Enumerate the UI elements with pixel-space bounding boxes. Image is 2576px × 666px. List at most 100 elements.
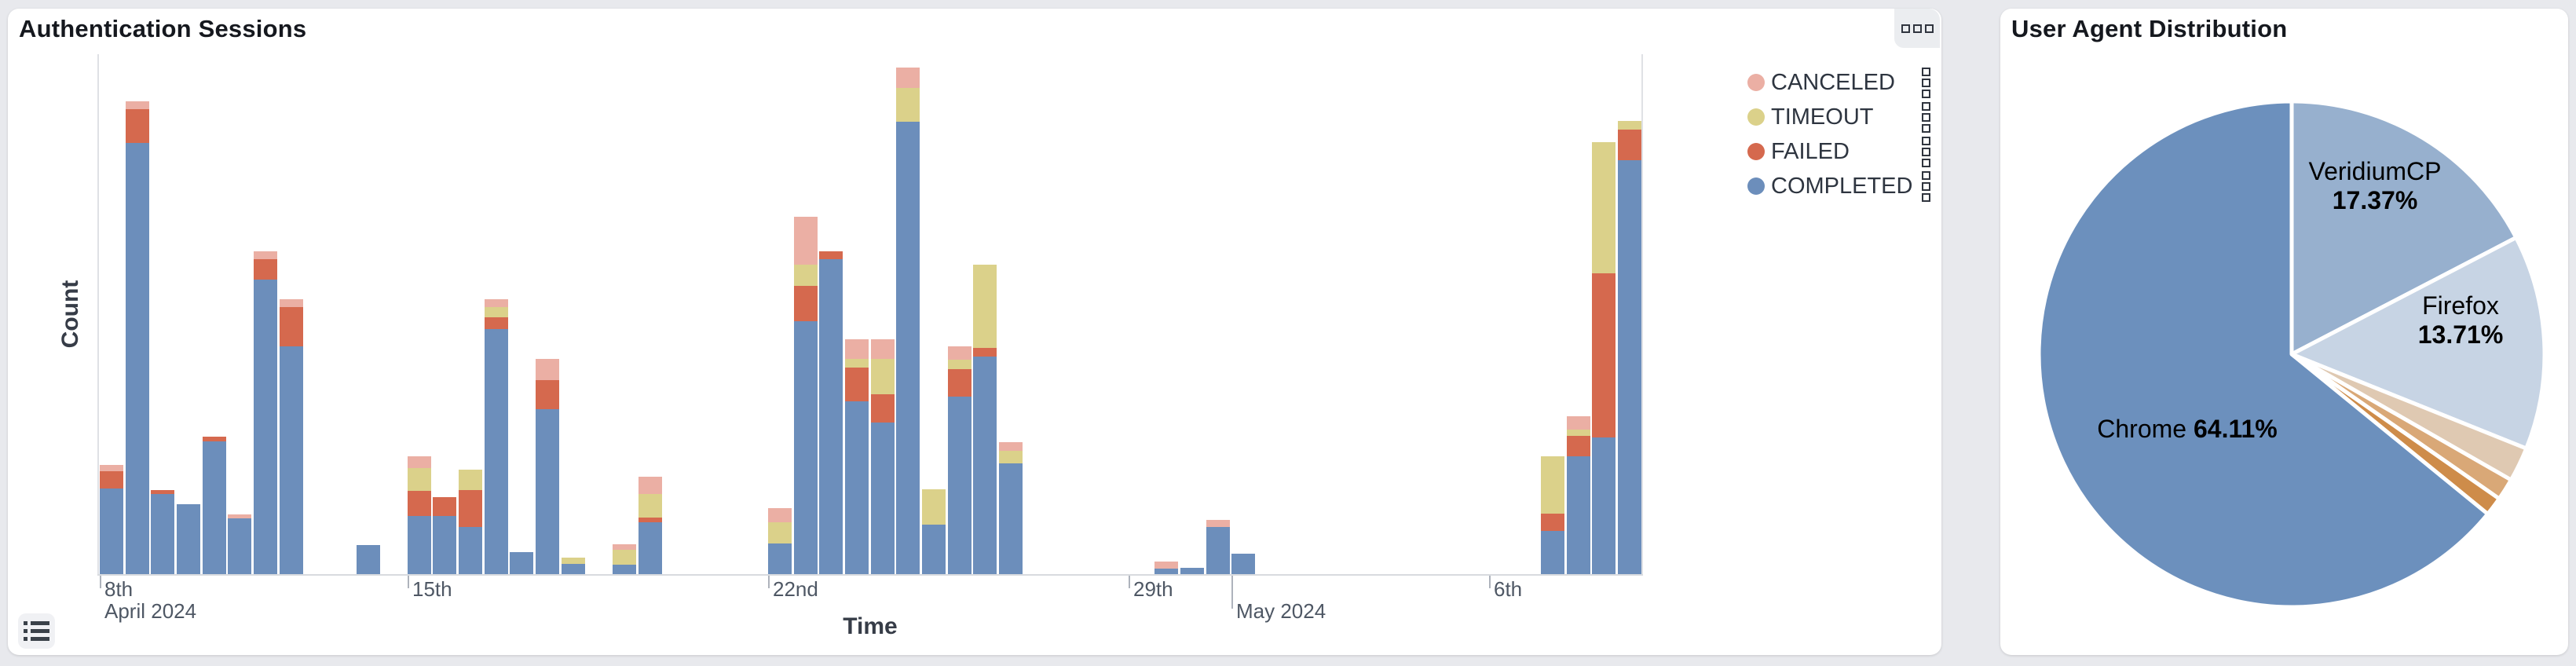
- legend-item-failed[interactable]: FAILED: [1747, 134, 1930, 169]
- bar-segment-timeout[interactable]: [794, 265, 818, 286]
- bar-segment-canceled[interactable]: [100, 465, 123, 471]
- pie-slice-firefox[interactable]: [2289, 236, 2547, 451]
- bar-segment-timeout[interactable]: [459, 470, 482, 490]
- bar-segment-completed[interactable]: [459, 527, 482, 574]
- bar-segment-failed[interactable]: [1567, 436, 1590, 456]
- bar-segment-completed[interactable]: [562, 564, 585, 574]
- bar-segment-failed[interactable]: [794, 286, 818, 321]
- bar-segment-completed[interactable]: [768, 543, 792, 574]
- bar-segment-completed[interactable]: [845, 401, 869, 574]
- bar-segment-failed[interactable]: [151, 490, 174, 494]
- bar-segment-completed[interactable]: [819, 259, 843, 574]
- bar-segment-canceled[interactable]: [768, 508, 792, 522]
- bar-segment-completed[interactable]: [639, 522, 662, 574]
- bar-segment-failed[interactable]: [280, 307, 303, 346]
- bar-segment-failed[interactable]: [203, 437, 226, 441]
- bar-segment-failed[interactable]: [100, 471, 123, 489]
- bar-segment-timeout[interactable]: [948, 360, 971, 369]
- bar-segment-canceled[interactable]: [228, 514, 251, 518]
- bar-segment-failed[interactable]: [126, 109, 149, 143]
- bar-segment-completed[interactable]: [228, 518, 251, 574]
- drag-handle-icon[interactable]: [1922, 67, 1930, 98]
- bar-segment-completed[interactable]: [999, 463, 1023, 574]
- bar-segment-completed[interactable]: [896, 122, 920, 574]
- panel-options-button[interactable]: [1894, 9, 1940, 48]
- bar-segment-canceled[interactable]: [408, 456, 431, 468]
- bar-segment-canceled[interactable]: [845, 339, 869, 359]
- bar-segment-failed[interactable]: [1592, 273, 1615, 437]
- bar-segment-canceled[interactable]: [639, 477, 662, 494]
- bar-segment-completed[interactable]: [1567, 456, 1590, 574]
- bar-segment-timeout[interactable]: [845, 359, 869, 368]
- bar-segment-completed[interactable]: [510, 552, 533, 574]
- bar-segment-timeout[interactable]: [485, 307, 508, 317]
- legend-item-completed[interactable]: COMPLETED: [1747, 169, 1930, 203]
- bar-segment-completed[interactable]: [1618, 160, 1641, 574]
- bar-segment-completed[interactable]: [1541, 531, 1564, 574]
- bar-segment-canceled[interactable]: [613, 544, 636, 550]
- bar-segment-completed[interactable]: [408, 516, 431, 574]
- bar-segment-completed[interactable]: [203, 441, 226, 574]
- bar-segment-completed[interactable]: [485, 329, 508, 574]
- bar-segment-completed[interactable]: [1154, 569, 1178, 574]
- bar-segment-completed[interactable]: [1231, 554, 1255, 574]
- bar-segment-timeout[interactable]: [768, 522, 792, 543]
- drag-handle-icon[interactable]: [1922, 136, 1930, 167]
- bar-segment-timeout[interactable]: [871, 359, 895, 394]
- bar-segment-failed[interactable]: [639, 518, 662, 522]
- bar-segment-completed[interactable]: [126, 143, 149, 574]
- bar-segment-completed[interactable]: [948, 397, 971, 574]
- bar-segment-completed[interactable]: [973, 357, 997, 574]
- bar-segment-canceled[interactable]: [999, 442, 1023, 451]
- bar-segment-completed[interactable]: [536, 409, 559, 574]
- bar-segment-timeout[interactable]: [1592, 142, 1615, 273]
- bar-segment-timeout[interactable]: [1541, 456, 1564, 514]
- bar-segment-completed[interactable]: [1592, 437, 1615, 574]
- bar-segment-timeout[interactable]: [613, 550, 636, 565]
- bar-segment-completed[interactable]: [1206, 527, 1230, 574]
- bar-segment-canceled[interactable]: [871, 339, 895, 359]
- bar-segment-timeout[interactable]: [999, 451, 1023, 463]
- bar-segment-completed[interactable]: [177, 504, 200, 574]
- bar-segment-timeout[interactable]: [408, 468, 431, 491]
- bar-segment-timeout[interactable]: [562, 558, 585, 564]
- bar-segment-failed[interactable]: [948, 369, 971, 397]
- bar-segment-failed[interactable]: [845, 368, 869, 401]
- bar-segment-completed[interactable]: [151, 494, 174, 574]
- bar-segment-timeout[interactable]: [1618, 121, 1641, 130]
- view-data-table-button[interactable]: [18, 613, 55, 649]
- pie-slice-chrome[interactable]: [2036, 99, 2490, 609]
- bar-segment-completed[interactable]: [357, 545, 380, 574]
- bar-segment-completed[interactable]: [254, 280, 277, 574]
- bar-segment-failed[interactable]: [485, 317, 508, 329]
- bar-segment-completed[interactable]: [433, 516, 456, 574]
- bar-segment-completed[interactable]: [871, 423, 895, 574]
- bar-segment-completed[interactable]: [922, 525, 946, 574]
- bar-segment-timeout[interactable]: [1567, 430, 1590, 436]
- bar-segment-failed[interactable]: [459, 490, 482, 527]
- bar-segment-completed[interactable]: [613, 565, 636, 574]
- bar-segment-failed[interactable]: [254, 259, 277, 280]
- bar-segment-canceled[interactable]: [794, 217, 818, 265]
- bar-segment-canceled[interactable]: [485, 299, 508, 307]
- bar-segment-failed[interactable]: [433, 497, 456, 516]
- bar-segment-canceled[interactable]: [948, 346, 971, 360]
- bar-segment-failed[interactable]: [1618, 130, 1641, 160]
- bar-segment-completed[interactable]: [100, 489, 123, 574]
- bar-segment-timeout[interactable]: [639, 494, 662, 518]
- bar-segment-failed[interactable]: [819, 251, 843, 259]
- bar-segment-canceled[interactable]: [126, 101, 149, 109]
- bar-segment-failed[interactable]: [1541, 514, 1564, 531]
- legend-item-canceled[interactable]: CANCELED: [1747, 65, 1930, 100]
- bar-segment-completed[interactable]: [1180, 568, 1204, 574]
- bar-segment-canceled[interactable]: [1567, 416, 1590, 430]
- bar-segment-canceled[interactable]: [1206, 520, 1230, 527]
- bar-segment-completed[interactable]: [280, 346, 303, 574]
- bar-segment-timeout[interactable]: [896, 88, 920, 122]
- bar-segment-timeout[interactable]: [922, 489, 946, 525]
- bar-segment-failed[interactable]: [408, 491, 431, 516]
- bar-segment-failed[interactable]: [536, 380, 559, 409]
- bar-segment-failed[interactable]: [871, 394, 895, 423]
- bar-segment-completed[interactable]: [794, 321, 818, 574]
- drag-handle-icon[interactable]: [1922, 170, 1930, 202]
